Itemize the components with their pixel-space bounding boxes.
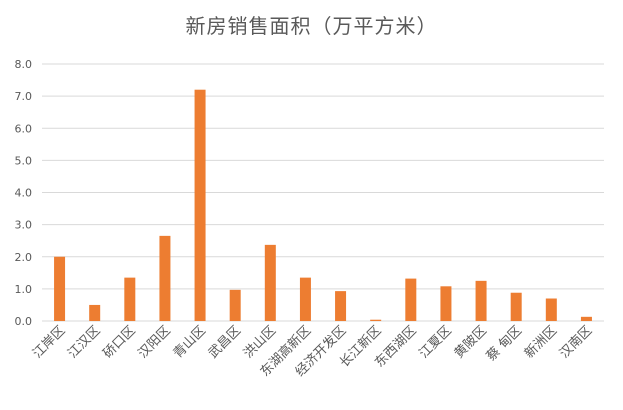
- bar: [89, 304, 101, 321]
- chart-title: 新房销售面积（万平方米）: [185, 14, 438, 38]
- bar: [580, 316, 592, 321]
- bar: [159, 235, 171, 321]
- x-tick-label: 黄陂区: [451, 323, 490, 362]
- y-tick-label: 2.0: [15, 251, 33, 264]
- y-tick-label: 7.0: [15, 90, 33, 103]
- x-tick-label: 武昌区: [206, 323, 244, 361]
- y-tick-label: 4.0: [15, 187, 33, 200]
- bar: [194, 89, 206, 321]
- y-tick-label: 5.0: [15, 154, 33, 167]
- bar: [124, 277, 136, 321]
- x-tick-label: 江夏区: [417, 323, 455, 361]
- bar: [229, 289, 241, 321]
- bar: [335, 291, 347, 321]
- x-tick-label: 汉阳区: [136, 323, 174, 361]
- bar: [545, 298, 557, 321]
- bar: [370, 319, 382, 321]
- x-tick-label: 青山区: [171, 323, 209, 361]
- bar: [510, 292, 522, 321]
- x-tick-label: 蔡 甸区: [484, 323, 525, 364]
- x-tick-label: 江汉区: [65, 323, 103, 361]
- bar: [299, 277, 311, 321]
- bar: [264, 244, 276, 321]
- y-tick-label: 3.0: [15, 219, 33, 232]
- bar: [440, 286, 452, 321]
- bar: [54, 256, 66, 321]
- y-tick-label: 8.0: [15, 58, 33, 71]
- x-tick-label: 新洲区: [521, 323, 560, 362]
- y-tick-label: 1.0: [15, 283, 33, 296]
- bar: [405, 278, 417, 321]
- x-tick-label: 硚口区: [100, 323, 138, 361]
- x-tick-label: 汉南区: [556, 323, 595, 362]
- y-tick-label: 6.0: [15, 122, 33, 135]
- x-tick-label: 江岸区: [30, 323, 68, 361]
- y-tick-label: 0.0: [15, 315, 33, 328]
- bar: [475, 280, 487, 321]
